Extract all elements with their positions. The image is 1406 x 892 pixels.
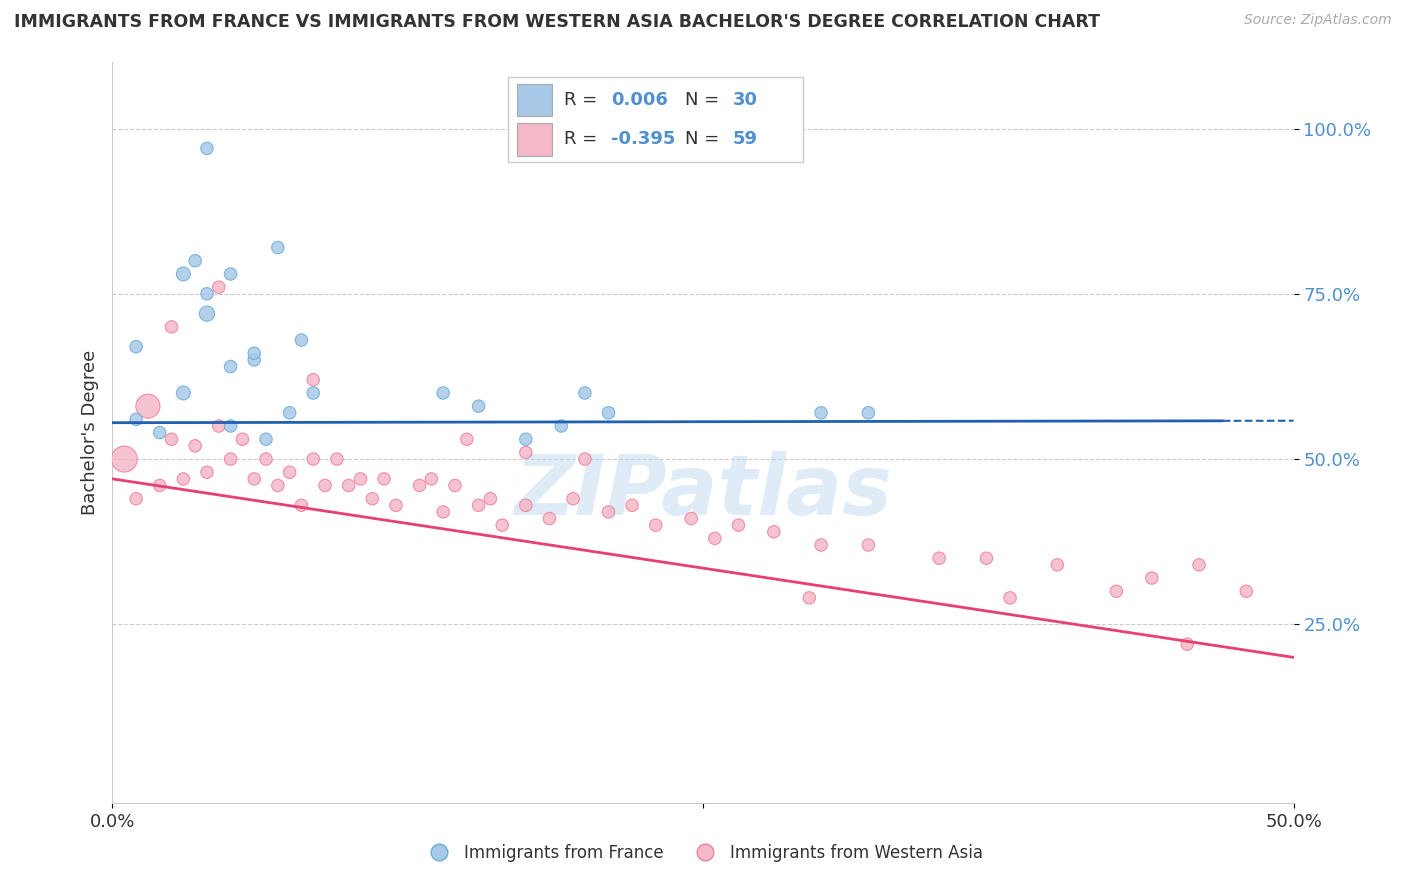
Point: [361, 491, 384, 506]
Point: [408, 478, 430, 492]
Point: [231, 432, 253, 446]
Point: [112, 452, 135, 467]
Y-axis label: Bachelor's Degree: Bachelor's Degree: [80, 350, 98, 516]
Point: [928, 551, 950, 566]
Point: [467, 399, 489, 413]
Point: [420, 472, 443, 486]
Point: [172, 472, 194, 486]
Point: [125, 412, 148, 426]
Point: [515, 499, 537, 513]
Point: [195, 465, 218, 479]
Point: [278, 465, 301, 479]
Point: [302, 386, 325, 401]
Point: [254, 432, 277, 446]
Point: [219, 419, 242, 434]
Point: [337, 478, 360, 492]
Point: [562, 491, 585, 506]
Point: [243, 346, 266, 360]
Point: [172, 267, 194, 281]
Point: [302, 373, 325, 387]
Point: [644, 518, 666, 533]
Legend: Immigrants from France, Immigrants from Western Asia: Immigrants from France, Immigrants from …: [416, 838, 990, 869]
Point: [373, 472, 395, 486]
Point: [467, 499, 489, 513]
Point: [243, 472, 266, 486]
Point: [703, 532, 725, 546]
Point: [810, 538, 832, 552]
Point: [184, 253, 207, 268]
Point: [208, 280, 231, 294]
Point: [858, 538, 880, 552]
Point: [149, 425, 172, 440]
Point: [1046, 558, 1069, 572]
Point: [621, 499, 644, 513]
Point: [290, 499, 312, 513]
Point: [208, 419, 231, 434]
Point: [219, 452, 242, 467]
Point: [195, 141, 218, 155]
Point: [267, 240, 290, 255]
Text: IMMIGRANTS FROM FRANCE VS IMMIGRANTS FROM WESTERN ASIA BACHELOR'S DEGREE CORRELA: IMMIGRANTS FROM FRANCE VS IMMIGRANTS FRO…: [14, 13, 1099, 31]
Point: [479, 491, 502, 506]
Point: [195, 286, 218, 301]
Point: [515, 432, 537, 446]
Point: [574, 452, 596, 467]
Point: [385, 499, 408, 513]
Point: [598, 505, 620, 519]
Point: [456, 432, 478, 446]
Point: [550, 419, 572, 434]
Point: [278, 406, 301, 420]
Text: ZIPatlas: ZIPatlas: [515, 451, 891, 533]
Point: [267, 478, 290, 492]
Point: [491, 518, 513, 533]
Point: [290, 333, 312, 347]
Point: [810, 406, 832, 420]
Point: [1175, 637, 1198, 651]
Point: [858, 406, 880, 420]
Point: [302, 452, 325, 467]
Point: [444, 478, 467, 492]
Point: [172, 386, 194, 401]
Point: [1188, 558, 1211, 572]
Point: [432, 505, 454, 519]
Point: [681, 511, 703, 525]
Point: [219, 267, 242, 281]
Point: [125, 340, 148, 354]
Point: [574, 386, 596, 401]
Point: [136, 399, 159, 413]
Point: [160, 432, 183, 446]
Text: Source: ZipAtlas.com: Source: ZipAtlas.com: [1244, 13, 1392, 28]
Point: [125, 491, 148, 506]
Point: [515, 445, 537, 459]
Point: [160, 319, 183, 334]
Point: [243, 352, 266, 367]
Point: [149, 478, 172, 492]
Point: [314, 478, 336, 492]
Point: [762, 524, 785, 539]
Point: [326, 452, 349, 467]
Point: [998, 591, 1021, 605]
Point: [432, 386, 454, 401]
Point: [598, 406, 620, 420]
Point: [1234, 584, 1257, 599]
Point: [254, 452, 277, 467]
Point: [349, 472, 371, 486]
Point: [184, 439, 207, 453]
Point: [727, 518, 749, 533]
Point: [799, 591, 821, 605]
Point: [976, 551, 998, 566]
Point: [1105, 584, 1128, 599]
Point: [219, 359, 242, 374]
Point: [195, 307, 218, 321]
Point: [1140, 571, 1163, 585]
Point: [538, 511, 561, 525]
